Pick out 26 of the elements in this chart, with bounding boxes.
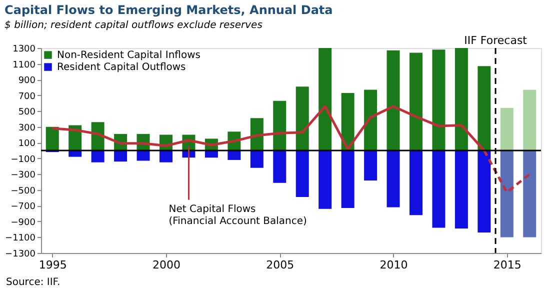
chart-title: Capital Flows to Emerging Markets, Annual Data [4,3,333,17]
chart-subtitle: $ billion; resident capital outflows exclude reserves [4,20,262,31]
y-tick-label: 500 [18,108,36,118]
x-tick-label: 2010 [380,258,408,272]
y-tick-label: −100 [10,154,36,165]
y-tick-label: −300 [10,170,36,181]
y-tick-label: 1300 [12,44,36,54]
legend-label: Resident Capital Outflows [57,62,186,73]
y-tick-label: 1100 [12,60,36,70]
x-tick-label: 2015 [493,258,522,272]
y-tick-label: −1300 [5,250,36,260]
x-tick-label: 2005 [266,258,294,272]
y-tick-label: 300 [18,123,36,134]
y-tick-label: −900 [10,218,36,228]
legend-label: Non-Resident Capital Inflows [57,50,200,61]
y-tick-label: 700 [18,92,36,102]
x-tick-label: 1995 [38,258,67,272]
y-tick-label: 900 [18,76,36,86]
source-note: Source: IIF. [6,277,60,288]
y-tick-label: 100 [18,139,36,150]
y-tick-label: −1100 [5,234,36,244]
x-tick-label: 2000 [152,258,180,272]
y-tick-label: −500 [10,186,36,196]
annotation: Net Capital Flows (Financial Account Balance) [168,204,308,227]
y-tick-label: −700 [10,202,36,212]
ref-line-label: IIF Forecast [464,34,528,47]
